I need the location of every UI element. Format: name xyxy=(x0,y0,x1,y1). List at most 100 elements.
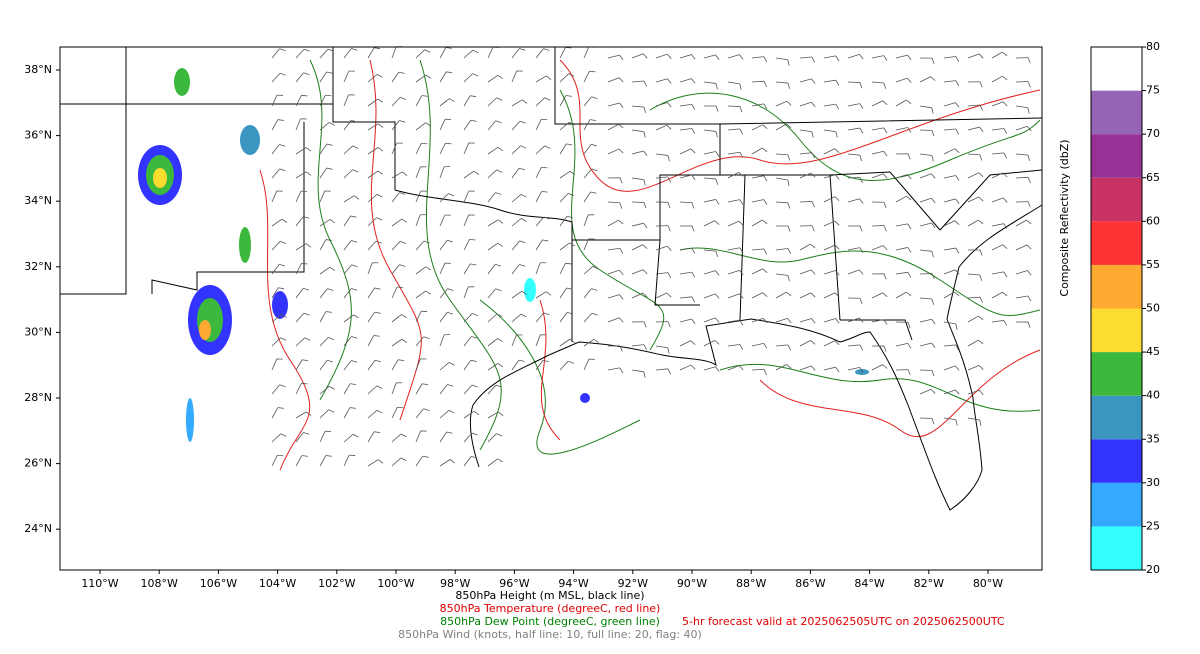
barb xyxy=(416,291,426,298)
barb-tick xyxy=(377,386,382,389)
echo xyxy=(199,320,211,340)
barb-tick xyxy=(932,343,936,348)
barb xyxy=(848,270,859,274)
barb-tick xyxy=(449,99,454,102)
caption-temperature: 850hPa Temperature (degreeC, red line) xyxy=(440,602,661,615)
y-tick-label: 30°N xyxy=(24,325,52,338)
barb-tick xyxy=(620,103,623,108)
barb xyxy=(272,169,280,178)
barb xyxy=(296,73,304,82)
barb xyxy=(944,175,956,178)
barb-tick xyxy=(397,407,403,408)
barb xyxy=(536,217,544,226)
barb xyxy=(704,294,715,298)
barb xyxy=(848,82,860,83)
barb-tick xyxy=(908,370,910,376)
barb xyxy=(944,418,956,420)
barb xyxy=(416,241,424,250)
contour xyxy=(260,170,310,470)
barb xyxy=(368,432,374,442)
barb-tick xyxy=(470,264,476,265)
barb xyxy=(392,383,396,394)
barb xyxy=(992,224,1004,226)
barb-tick xyxy=(329,386,334,389)
barb-tick xyxy=(542,191,548,192)
barb-tick xyxy=(643,54,647,58)
barb xyxy=(920,198,931,202)
barb xyxy=(608,220,619,226)
x-tick-label: 108°W xyxy=(141,577,178,590)
barb xyxy=(560,144,566,154)
barb xyxy=(560,171,570,178)
y-tick-label: 24°N xyxy=(24,522,52,535)
barb xyxy=(776,364,787,370)
barb-tick xyxy=(932,251,934,257)
barb-tick xyxy=(377,74,382,77)
barb xyxy=(344,49,351,58)
barb-tick xyxy=(327,168,333,169)
barb xyxy=(464,74,473,82)
barb xyxy=(296,217,303,226)
barb-tick xyxy=(692,175,695,180)
barb xyxy=(728,344,740,346)
barb xyxy=(272,359,277,370)
barb xyxy=(752,125,763,130)
barb xyxy=(584,169,592,178)
barb-tick xyxy=(401,434,406,437)
x-tick-label: 92°W xyxy=(618,577,648,590)
barb xyxy=(656,177,668,178)
barb xyxy=(416,311,421,322)
barb-tick xyxy=(304,49,310,51)
barb xyxy=(536,313,544,322)
barb xyxy=(824,245,835,250)
barb-tick xyxy=(956,420,957,426)
barb-tick xyxy=(1028,155,1030,161)
barb xyxy=(344,216,351,226)
barb-tick xyxy=(715,221,719,225)
barb xyxy=(656,102,667,106)
barb xyxy=(392,265,400,274)
barb xyxy=(464,385,472,394)
barb-tick xyxy=(447,312,453,314)
barb xyxy=(272,120,278,130)
barb xyxy=(584,313,592,322)
barb xyxy=(344,434,353,442)
barb-tick xyxy=(955,221,959,225)
barb xyxy=(752,104,764,106)
barb-tick xyxy=(668,369,671,374)
barb xyxy=(488,147,498,154)
barb xyxy=(704,250,716,251)
barb xyxy=(320,168,327,178)
barb xyxy=(320,219,330,226)
barb xyxy=(728,82,740,84)
barb xyxy=(920,298,932,299)
barb-tick xyxy=(1028,82,1030,88)
barb xyxy=(992,102,1003,106)
barb xyxy=(728,129,740,130)
barb-tick xyxy=(836,104,839,109)
barb xyxy=(464,171,474,178)
barb xyxy=(344,240,351,250)
barb xyxy=(800,244,810,250)
barb-tick xyxy=(446,48,452,49)
dew-point-contours xyxy=(310,60,1040,454)
barb xyxy=(488,220,498,226)
barb xyxy=(320,337,328,346)
barb-tick xyxy=(278,120,284,121)
barb xyxy=(872,364,883,370)
barb-tick xyxy=(589,71,595,72)
barb xyxy=(368,194,377,202)
barb xyxy=(968,297,980,298)
barb-tick xyxy=(788,203,790,209)
barb xyxy=(800,340,811,346)
barb xyxy=(368,147,378,154)
barb-tick xyxy=(1003,102,1007,106)
barb xyxy=(512,335,517,346)
barb xyxy=(440,119,445,130)
barb xyxy=(704,340,715,346)
barb xyxy=(728,55,740,58)
barb-tick xyxy=(519,168,525,169)
barb xyxy=(656,246,667,250)
barb xyxy=(848,54,859,58)
